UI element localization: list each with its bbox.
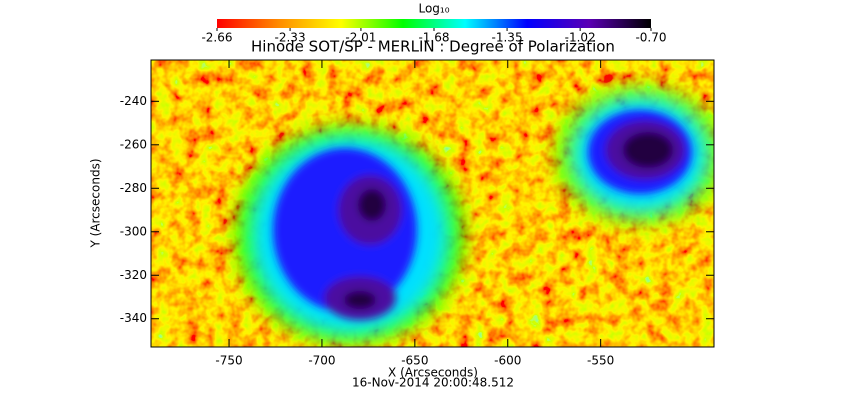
colorbar-tick-label: -2.33: [275, 31, 306, 45]
solar-image: [151, 60, 714, 347]
x-tick-label: -600: [494, 354, 521, 368]
colorbar-tick-label: -1.02: [565, 31, 596, 45]
y-tick-label: -260: [120, 137, 147, 151]
colorbar: [217, 19, 651, 28]
plot-frame: [150, 59, 715, 348]
y-tick-label: -300: [120, 224, 147, 238]
y-tick-label: -340: [120, 311, 147, 325]
colorbar-tick-label: -0.70: [635, 31, 666, 45]
colorbar-tick-label: -1.68: [418, 31, 449, 45]
chart-title: Hinode SOT/SP - MERLIN : Degree of Polar…: [251, 38, 615, 56]
y-tick-label: -240: [120, 94, 147, 108]
x-tick-label: -650: [401, 354, 428, 368]
colorbar-tick-label: -2.66: [201, 31, 232, 45]
colorbar-tick-label: -1.35: [492, 31, 523, 45]
colorbar-tick-label: -2.01: [345, 31, 376, 45]
x-tick-label: -700: [308, 354, 335, 368]
x-tick-label: -750: [215, 354, 242, 368]
x-tick-label: -550: [587, 354, 614, 368]
x-axis-label: X (Arcseconds): [388, 366, 478, 380]
y-axis-label: Y (Arcseconds): [89, 158, 103, 248]
y-tick-label: -320: [120, 268, 147, 282]
colorbar-label: Log₁₀: [418, 2, 449, 16]
subtitle: 16-Nov-2014 20:00:48.512: [352, 376, 514, 390]
y-tick-label: -280: [120, 181, 147, 195]
